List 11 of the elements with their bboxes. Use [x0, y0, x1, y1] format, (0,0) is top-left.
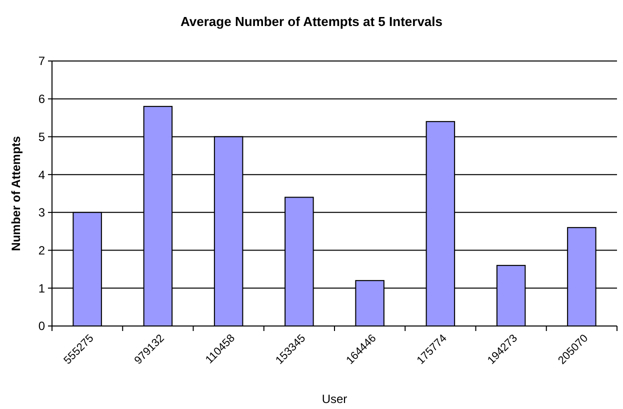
y-tick-label: 0 — [38, 319, 46, 334]
y-tick-label: 4 — [38, 168, 46, 182]
y-tick-label: 1 — [38, 281, 46, 296]
y-tick-label: 2 — [38, 243, 46, 258]
y-tick-label: 6 — [38, 92, 46, 106]
chart-title: Average Number of Attempts at 5 Intervals — [180, 14, 442, 29]
y-tick-label: 3 — [38, 206, 46, 220]
y-axis-title: Number of Attempts — [9, 136, 23, 251]
x-axis-title: User — [322, 392, 348, 406]
y-tick-label: 5 — [38, 130, 46, 144]
y-tick-label: 7 — [38, 54, 46, 68]
